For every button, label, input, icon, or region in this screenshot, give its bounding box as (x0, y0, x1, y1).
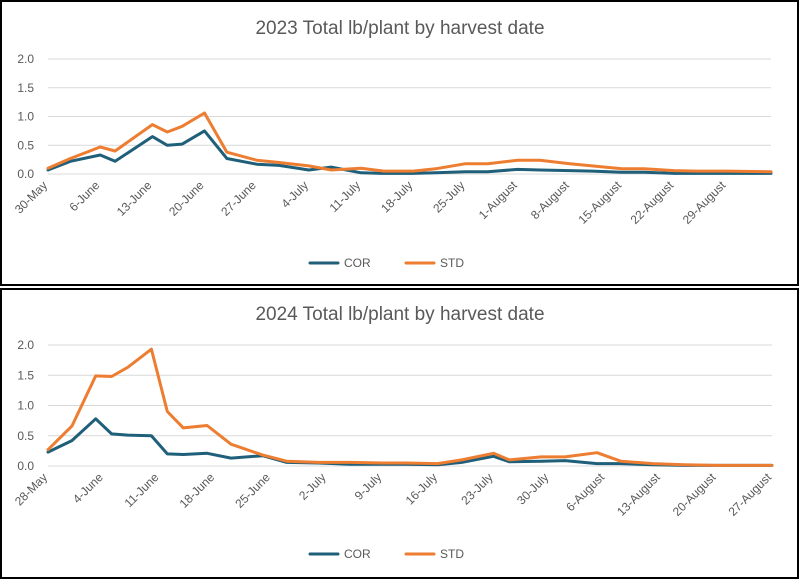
y-tick-label: 0.5 (17, 138, 34, 152)
legend-label: COR (344, 256, 371, 270)
chart-2023-y-axis: 0.0 0.5 1.0 1.5 2.0 (17, 52, 34, 181)
chart-2023-frame (0, 0, 799, 286)
y-tick-label: 2.0 (17, 338, 34, 352)
chart-2024-gridlines (48, 344, 772, 467)
chart-2023-title: 2023 Total lb/plant by harvest date (255, 18, 544, 39)
chart-2024-series (46, 347, 774, 467)
y-tick-label: 1.0 (17, 110, 34, 124)
y-tick-label: 0.0 (17, 167, 34, 181)
y-tick-label: 1.5 (17, 81, 34, 95)
y-tick-label: 0.5 (17, 429, 34, 443)
chart-2024: 2024 Total lb/plant by harvest date 0.00… (0, 288, 799, 579)
y-tick-label: 2.0 (17, 52, 34, 66)
y-tick-label: 0.0 (17, 459, 34, 473)
series-line-cor (46, 129, 773, 175)
chart-2024-title: 2024 Total lb/plant by harvest date (255, 304, 544, 325)
chart-2023-series (46, 111, 773, 175)
chart-2024-y-axis: 0.0 0.5 1.0 1.5 2.0 (17, 338, 34, 473)
chart-2023-legend: COR STD (308, 256, 464, 270)
chart-2024-frame (0, 288, 799, 579)
chart-2023: 2023 Total lb/plant by harvest date 0.00… (0, 0, 799, 286)
legend-label: COR (344, 547, 371, 561)
legend-label: STD (440, 256, 464, 270)
y-tick-label: 1.0 (17, 399, 34, 413)
y-tick-label: 1.5 (17, 368, 34, 382)
legend-label: STD (440, 547, 464, 561)
series-line-std (46, 347, 774, 467)
chart-2024-legend: COR STD (308, 547, 464, 561)
series-line-std (46, 111, 773, 174)
